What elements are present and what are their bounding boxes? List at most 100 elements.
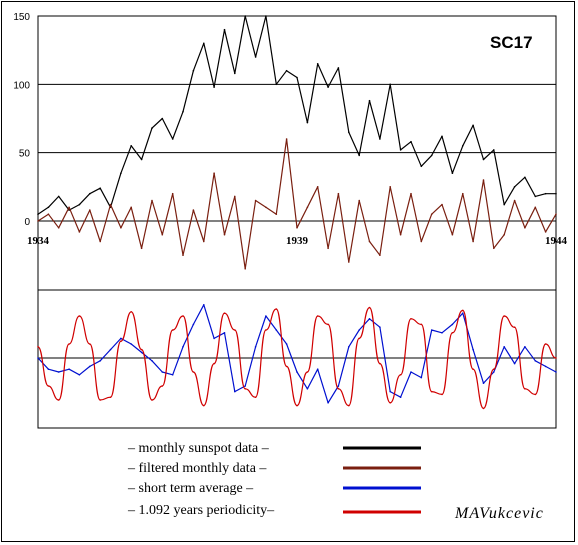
- point-periodicity: [513, 326, 516, 329]
- point-short_term: [316, 368, 319, 371]
- point-periodicity: [192, 371, 195, 373]
- chart-title: SC17: [490, 33, 533, 52]
- point-monthly: [544, 192, 547, 195]
- point-short_term: [78, 374, 81, 376]
- point-periodicity: [482, 407, 485, 410]
- point-filtered: [99, 240, 101, 243]
- point-filtered: [544, 231, 547, 233]
- point-short_term: [441, 332, 443, 334]
- point-periodicity: [462, 309, 464, 312]
- point-filtered: [47, 213, 50, 215]
- point-filtered: [493, 247, 495, 250]
- point-periodicity: [161, 385, 164, 387]
- point-monthly: [99, 187, 101, 189]
- point-periodicity: [316, 315, 319, 317]
- point-short_term: [399, 396, 402, 399]
- point-short_term: [223, 332, 226, 334]
- author-signature: MAVukcevic: [454, 505, 544, 522]
- point-monthly: [37, 213, 39, 215]
- point-short_term: [472, 348, 474, 351]
- point-short_term: [389, 390, 392, 393]
- point-periodicity: [120, 340, 122, 343]
- point-filtered: [130, 206, 132, 209]
- legend: – monthly sunspot data – – filtered mont…: [127, 441, 421, 518]
- point-filtered: [57, 227, 60, 229]
- point-monthly: [513, 186, 516, 188]
- point-monthly: [420, 165, 423, 168]
- point-monthly: [182, 110, 184, 113]
- point-periodicity: [544, 343, 547, 345]
- point-monthly: [337, 67, 340, 69]
- bottom-panel-border: [37, 289, 557, 429]
- point-monthly: [285, 69, 288, 72]
- y-tick-label: 100: [13, 80, 30, 91]
- point-short_term: [482, 382, 485, 385]
- point-short_term: [430, 329, 433, 331]
- point-monthly: [78, 203, 81, 206]
- point-periodicity: [451, 332, 454, 334]
- point-short_term: [47, 368, 50, 371]
- point-filtered: [451, 233, 454, 236]
- point-filtered: [192, 209, 195, 211]
- point-filtered: [368, 240, 371, 243]
- point-periodicity: [296, 404, 298, 407]
- point-short_term: [327, 402, 329, 404]
- point-short_term: [493, 371, 495, 373]
- point-monthly: [120, 172, 122, 174]
- x-axis-ticks: 1934 1939 1944: [27, 235, 568, 247]
- series-layer: [37, 15, 557, 410]
- point-filtered: [306, 206, 309, 209]
- point-short_term: [410, 371, 412, 373]
- point-periodicity: [555, 357, 557, 359]
- point-periodicity: [130, 311, 132, 313]
- point-periodicity: [389, 402, 392, 404]
- point-periodicity: [306, 371, 309, 373]
- point-filtered: [109, 203, 112, 206]
- point-periodicity: [213, 362, 215, 365]
- point-short_term: [420, 376, 423, 379]
- point-monthly: [265, 15, 267, 17]
- point-monthly: [275, 83, 278, 86]
- point-periodicity: [534, 393, 537, 396]
- point-periodicity: [47, 385, 50, 387]
- point-filtered: [513, 199, 516, 202]
- point-short_term: [348, 346, 350, 348]
- point-filtered: [213, 172, 215, 174]
- point-filtered: [524, 227, 526, 229]
- point-monthly: [89, 192, 91, 195]
- point-periodicity: [327, 323, 329, 326]
- point-monthly: [472, 124, 474, 127]
- point-periodicity: [182, 315, 184, 317]
- point-monthly: [482, 158, 485, 161]
- point-short_term: [140, 351, 143, 354]
- point-filtered: [244, 268, 246, 270]
- point-short_term: [203, 304, 205, 306]
- point-monthly: [130, 145, 132, 147]
- point-short_term: [192, 323, 195, 326]
- point-short_term: [161, 371, 164, 373]
- point-filtered: [182, 254, 184, 256]
- point-periodicity: [78, 315, 81, 317]
- point-periodicity: [37, 346, 39, 348]
- point-monthly: [327, 86, 329, 88]
- point-periodicity: [379, 362, 381, 365]
- point-filtered: [265, 206, 267, 209]
- point-short_term: [265, 315, 267, 317]
- point-short_term: [275, 329, 278, 331]
- x-tick-label: 1944: [545, 235, 568, 247]
- point-filtered: [358, 199, 361, 202]
- point-monthly: [192, 69, 195, 72]
- point-short_term: [89, 365, 91, 368]
- point-monthly: [379, 138, 381, 140]
- point-short_term: [57, 371, 60, 373]
- point-short_term: [151, 360, 153, 362]
- point-short_term: [182, 346, 184, 348]
- y-tick-label: 50: [19, 149, 31, 160]
- point-filtered: [389, 186, 392, 188]
- point-monthly: [213, 86, 215, 88]
- point-filtered: [68, 206, 70, 209]
- point-filtered: [120, 227, 122, 229]
- point-periodicity: [140, 348, 143, 351]
- point-filtered: [420, 240, 423, 243]
